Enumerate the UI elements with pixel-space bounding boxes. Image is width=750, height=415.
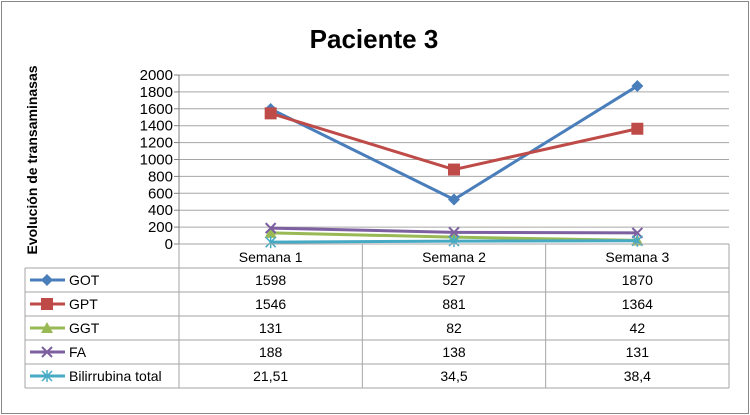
y-tick-label: 1000	[140, 152, 173, 169]
y-tick-label: 800	[148, 168, 173, 185]
legend-label-fa: FA	[69, 344, 87, 360]
marker-stroke	[41, 346, 53, 358]
marker-x	[264, 222, 277, 234]
marker-triangle	[41, 322, 53, 333]
data-label: 527	[442, 272, 466, 288]
series-group	[264, 79, 644, 249]
y-tick-label: 1800	[140, 84, 173, 101]
marker-diamond	[41, 274, 53, 286]
marker-square	[41, 298, 53, 310]
data-label: 34,5	[440, 368, 467, 384]
y-tick-label: 200	[148, 219, 173, 236]
y-tick-label: 1200	[140, 135, 173, 152]
y-tick-label: 600	[148, 185, 173, 202]
marker-x	[448, 226, 460, 239]
data-label: 188	[259, 344, 283, 360]
y-tick-label: 0	[165, 236, 173, 253]
data-label: 131	[259, 320, 283, 336]
marker-star	[265, 236, 277, 249]
data-label: 42	[630, 320, 646, 336]
data-label: 38,4	[624, 368, 651, 384]
data-label: 1598	[255, 272, 286, 288]
data-label: 1870	[622, 272, 653, 288]
gridlines	[179, 74, 729, 245]
data-label: 1546	[255, 296, 286, 312]
marker-diamond	[631, 79, 644, 92]
y-tick-label: 2000	[140, 67, 173, 84]
y-axis-label: Evolución de transaminasas	[24, 65, 40, 254]
data-label: 881	[442, 296, 466, 312]
chart-title: Paciente 3	[310, 24, 439, 54]
data-label: 138	[442, 344, 466, 360]
x-category-label: Semana 1	[239, 249, 303, 265]
x-category-label: Semana 2	[422, 249, 486, 265]
legend-label-gpt: GPT	[69, 296, 98, 312]
marker-x	[631, 227, 644, 239]
data-label: 82	[446, 320, 462, 336]
x-category-label: Semana 3	[605, 249, 669, 265]
marker-star	[41, 370, 53, 382]
legend-label-ggt: GGT	[69, 320, 100, 336]
marker-diamond	[448, 193, 460, 206]
marker-x	[41, 346, 53, 358]
legend-label-bilirrubina-total: Bilirrubina total	[69, 368, 162, 384]
marker-triangle	[264, 226, 277, 238]
marker-square	[631, 122, 644, 135]
data-label: 131	[626, 344, 650, 360]
marker-stroke	[264, 222, 277, 234]
y-tick-label: 400	[148, 202, 173, 219]
marker-square	[448, 163, 460, 176]
marker-square	[264, 107, 277, 120]
y-tick-label: 1600	[140, 101, 173, 118]
data-label: 21,51	[253, 368, 288, 384]
marker-stroke	[448, 226, 460, 239]
y-tick-label: 1400	[140, 118, 173, 135]
data-label: 1364	[622, 296, 653, 312]
data-table: Semana 1 Semana 2 Semana 3 GOT 1598 527 1870 GP…	[24, 243, 730, 389]
legend-label-got: GOT	[69, 272, 100, 288]
marker-stroke	[631, 227, 644, 239]
